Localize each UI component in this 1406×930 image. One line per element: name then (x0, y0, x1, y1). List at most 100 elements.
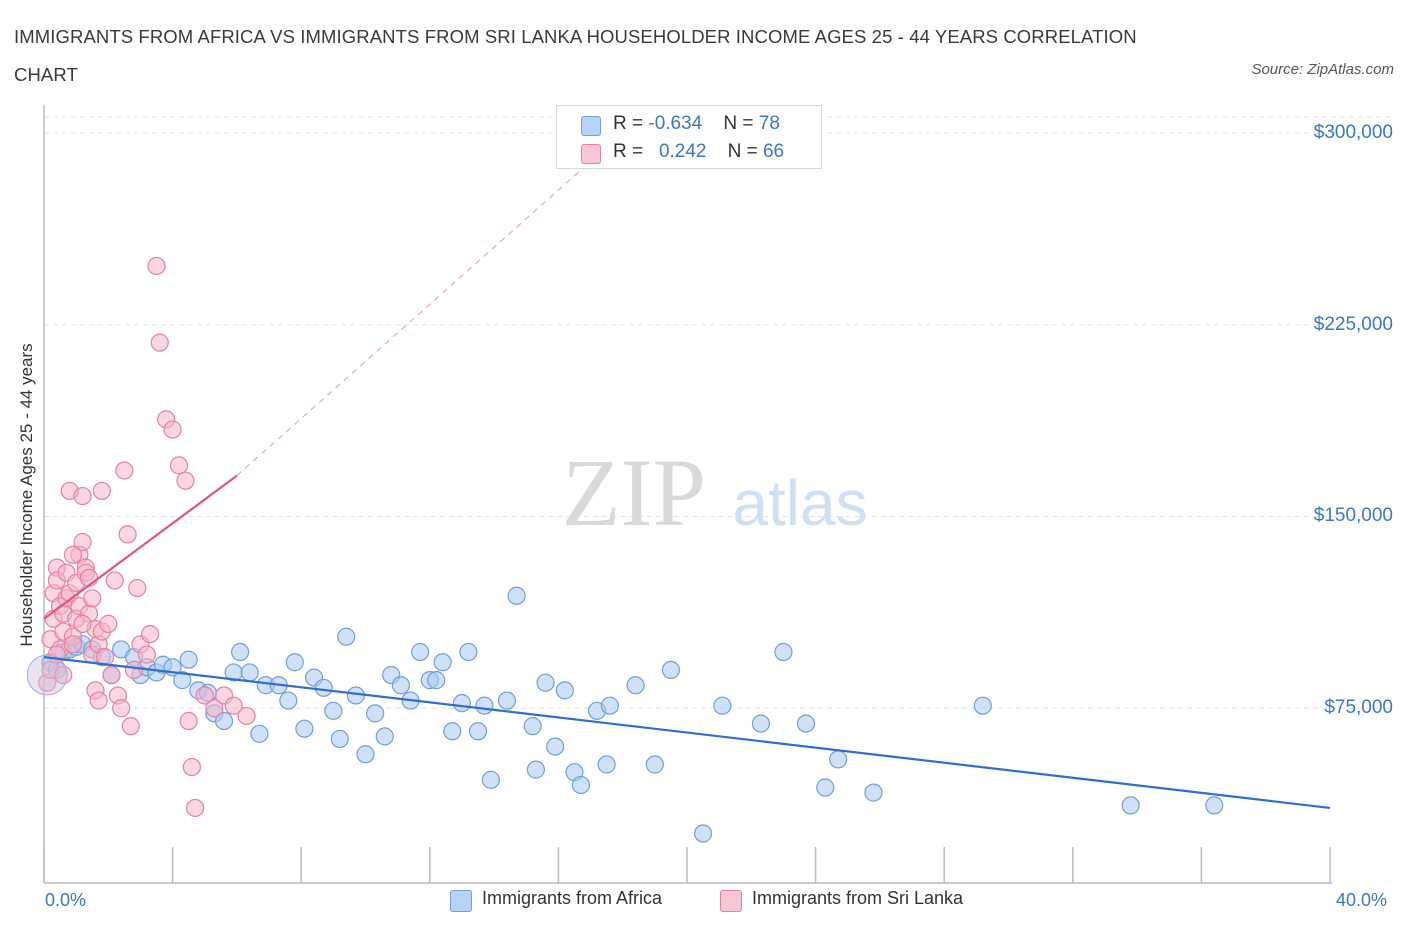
stats-legend: R = -0.634 N = 78 R = 0.242 N = 66 (556, 105, 822, 169)
r-value-africa: -0.634 (648, 113, 703, 134)
trend-extension-srilanka (236, 132, 624, 477)
y-tick-label-150000: $150,000 (1313, 505, 1393, 526)
point-africa (240, 663, 259, 682)
srilanka-swatch (581, 144, 601, 164)
point-srilanka (124, 660, 144, 680)
point-africa (459, 642, 478, 662)
point-srilanka (195, 686, 214, 705)
point-africa (829, 750, 848, 769)
point-africa (523, 717, 542, 736)
watermark: ZIP atlas (562, 439, 868, 546)
point-srilanka (73, 532, 92, 552)
point-srilanka (89, 691, 108, 710)
point-africa (285, 653, 304, 672)
x-tick-label-min: 0.0% (45, 890, 87, 910)
point-africa (314, 678, 333, 697)
point-africa (600, 696, 619, 715)
point-africa (173, 671, 192, 690)
r-label: R = (613, 141, 649, 162)
point-africa (555, 681, 574, 700)
watermark-zip: ZIP (562, 439, 706, 546)
point-africa (468, 722, 488, 741)
point-srilanka (128, 578, 147, 598)
point-africa (713, 696, 732, 715)
point-srilanka (150, 333, 169, 352)
grid-lines (44, 116, 1390, 709)
point-srilanka (140, 625, 160, 644)
point-srilanka (121, 717, 140, 736)
point-srilanka (102, 665, 121, 685)
y-tick-label-75000: $75,000 (1324, 697, 1393, 718)
trend-line-srilanka (43, 474, 238, 620)
point-srilanka (205, 699, 224, 718)
legend-label-africa: Immigrants from Africa (482, 888, 663, 908)
point-africa (330, 729, 349, 749)
africa-legend-swatch (450, 890, 472, 912)
point-srilanka (224, 696, 243, 715)
trend-lines (43, 132, 1331, 810)
n-value-africa: 78 (758, 113, 780, 134)
point-africa (324, 701, 343, 720)
point-africa (626, 676, 645, 695)
point-srilanka (54, 665, 73, 685)
point-srilanka (73, 614, 92, 633)
point-srilanka (137, 645, 156, 664)
point-africa (1121, 796, 1140, 815)
r-label: R = (613, 113, 649, 134)
point-srilanka (118, 525, 137, 544)
point-africa (250, 724, 269, 743)
point-africa (661, 660, 681, 680)
point-srilanka (163, 420, 182, 439)
point-srilanka (63, 635, 83, 654)
point-africa (507, 586, 526, 605)
africa-swatch (581, 116, 601, 136)
point-srilanka (83, 589, 102, 608)
point-africa (645, 755, 664, 774)
trend-line-africa (43, 656, 1331, 810)
point-srilanka (176, 471, 195, 490)
point-africa (475, 696, 494, 715)
r-value-srilanka: 0.242 (658, 141, 707, 162)
y-tick-label-225000: $225,000 (1313, 314, 1393, 335)
point-africa (366, 704, 385, 723)
point-srilanka (186, 798, 205, 818)
point-africa (481, 770, 500, 789)
point-srilanka (63, 545, 83, 564)
srilanka-legend-swatch (720, 890, 742, 912)
chart-title: IMMIGRANTS FROM AFRICA VS IMMIGRANTS FRO… (14, 26, 1137, 85)
point-srilanka (115, 461, 134, 480)
point-srilanka (112, 699, 131, 718)
source-note: Source: ZipAtlas.com (1251, 61, 1394, 78)
point-africa (433, 653, 452, 672)
point-africa (179, 650, 198, 669)
point-africa (796, 714, 816, 733)
point-africa (1205, 796, 1224, 815)
point-srilanka (99, 614, 118, 633)
point-africa (497, 691, 517, 710)
point-africa (214, 711, 234, 731)
point-africa (536, 673, 555, 692)
data-points (26, 256, 1224, 843)
y-tick-label-300000: $300,000 (1313, 122, 1393, 143)
point-africa (427, 671, 446, 690)
point-africa (443, 722, 462, 741)
point-africa (751, 714, 771, 733)
point-srilanka (95, 648, 115, 667)
point-srilanka (169, 456, 189, 475)
point-cluster (26, 654, 68, 696)
point-africa (816, 778, 835, 797)
point-srilanka (105, 571, 124, 590)
axes (43, 105, 1332, 884)
point-srilanka (92, 481, 111, 501)
point-africa (597, 755, 616, 774)
point-africa (231, 642, 250, 662)
point-africa (391, 676, 410, 695)
point-srilanka (179, 711, 198, 731)
n-label: N = (723, 113, 759, 134)
point-africa (693, 824, 713, 843)
legend-label-srilanka: Immigrants from Sri Lanka (752, 888, 964, 908)
point-africa (356, 745, 375, 764)
point-srilanka (79, 568, 99, 587)
point-africa (864, 783, 883, 802)
